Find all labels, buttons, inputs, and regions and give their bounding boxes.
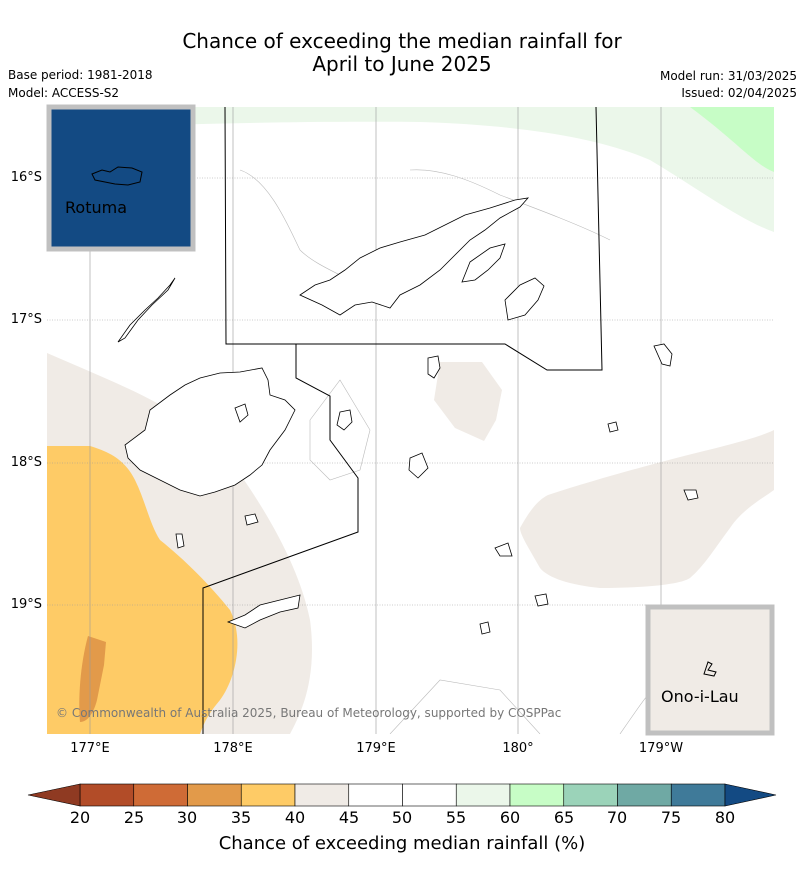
ono-i-lau-island (703, 661, 717, 677)
title-line-1: Chance of exceeding the median rainfall … (182, 29, 622, 53)
colorbar-tick: 65 (553, 808, 575, 827)
lon-label-177e: 177°E (70, 741, 110, 756)
region-30-35-patch (79, 636, 106, 722)
gau (427, 355, 441, 379)
fiji-islands (117, 197, 699, 635)
taveuni (461, 243, 506, 283)
lau-7 (175, 533, 185, 549)
colorbar-title: Chance of exceeding median rainfall (%) (218, 833, 586, 854)
colorbar-segment (563, 783, 618, 807)
lat-label-19s: 19°S (10, 597, 42, 612)
region-60-65-northeast (690, 107, 774, 172)
rotuma-island (91, 166, 143, 186)
ono-i-lau-label: Ono-i-Lau (661, 687, 739, 706)
contour-lines (239, 169, 663, 734)
colorbar-tick: 60 (499, 808, 521, 827)
lau-6 (479, 621, 491, 635)
model-run-date: Model run: 31/03/2025 (659, 69, 797, 83)
colorbar-segment (617, 783, 672, 807)
region-40-45-central (434, 362, 502, 441)
lon-label-179e: 179°E (356, 741, 396, 756)
lat-label-16s: 16°S (10, 170, 42, 185)
yasawa (117, 277, 176, 343)
colorbar-tick: 50 (391, 808, 413, 827)
model-name: Model: ACCESS-S2 (8, 86, 120, 100)
colorbar-segment (670, 783, 726, 807)
colorbar-tick: 70 (606, 808, 628, 827)
lau-1 (653, 343, 673, 367)
lau-4 (494, 542, 513, 557)
rainfall-map (46, 104, 775, 736)
rotuma-label: Rotuma (65, 198, 127, 217)
lau-2 (607, 421, 619, 433)
beqa (244, 513, 259, 526)
lon-label-178e: 178°E (213, 741, 253, 756)
colorbar-segment (509, 783, 565, 807)
lau-5 (534, 593, 549, 607)
title-line-2: April to June 2025 (312, 52, 492, 76)
colorbar-tick: 20 (69, 808, 91, 827)
boundary-lines (202, 107, 603, 734)
colorbar-tick: 75 (660, 808, 682, 827)
colorbar-tick: 55 (445, 808, 467, 827)
rotuma-inset (46, 104, 196, 252)
issued-date: Issued: 02/04/2025 (681, 86, 797, 100)
colorbar-tick: 25 (123, 808, 145, 827)
base-period: Base period: 1981-2018 (8, 68, 153, 82)
colorbar-segment (79, 783, 135, 807)
colorbar-over-arrow (724, 783, 777, 807)
colorbar-segment (294, 783, 350, 807)
koro (336, 409, 353, 431)
colorbar-tick: 45 (338, 808, 360, 827)
islands-east (504, 277, 545, 321)
colorbar-tick: 35 (230, 808, 252, 827)
lat-label-17s: 17°S (10, 312, 42, 327)
nairai (408, 452, 429, 479)
colorbar-under-arrow (27, 783, 81, 807)
map-title: Chance of exceeding the median rainfall … (0, 30, 804, 76)
colorbar-segment (402, 783, 457, 807)
lon-label-180: 180° (502, 741, 534, 756)
region-55-60-north (160, 107, 774, 232)
colorbar-tick: 40 (284, 808, 306, 827)
lat-label-18s: 18°S (10, 455, 42, 470)
colorbar-segment (455, 783, 511, 807)
viti-levu (124, 367, 296, 497)
copyright-notice: © Commonwealth of Australia 2025, Bureau… (56, 706, 562, 720)
ovalau-area (234, 403, 249, 423)
colorbar-tick: 30 (176, 808, 198, 827)
lon-label-179w: 179°W (638, 741, 684, 756)
kadavu (226, 594, 301, 629)
colorbar-segment (240, 783, 296, 807)
ono-i-lau-inset (645, 604, 775, 736)
lau-3 (683, 489, 699, 501)
vanua-levu (299, 197, 530, 316)
colorbar-tick: 80 (714, 808, 736, 827)
colorbar-segment (187, 783, 242, 807)
colorbar-segment (133, 783, 188, 807)
colorbar-segment (348, 783, 403, 807)
region-40-45-east (520, 430, 774, 588)
